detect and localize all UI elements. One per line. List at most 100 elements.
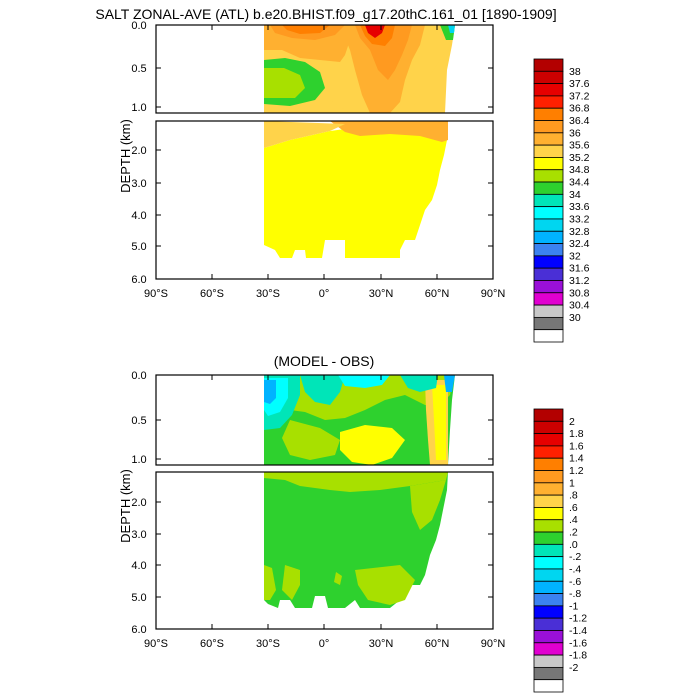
panel-1-xtick-label: 90°S (144, 288, 168, 300)
panel-1-ytick-label: 3.0 (131, 178, 146, 190)
colorbar-label: 38 (569, 66, 581, 78)
colorbar-swatch (533, 243, 564, 257)
colorbar-swatch (533, 408, 564, 422)
colorbar-swatch (533, 433, 564, 447)
colorbar-label: -.2 (569, 551, 581, 563)
colorbar-swatch (533, 531, 564, 545)
colorbar-label: 35.6 (569, 140, 590, 152)
colorbar-swatch (533, 568, 564, 582)
panel-2-xtick-marks (155, 375, 494, 629)
panel-1-colorbar: 3837.637.236.836.43635.635.234.834.43433… (533, 58, 590, 343)
panel-1-xtick-label: 30°S (256, 288, 280, 300)
panel-1-xtick-label: 0° (319, 288, 330, 300)
panel-1-ytick-marks (156, 24, 493, 280)
panel-2-xtick-label: 90°S (144, 638, 168, 650)
colorbar-swatch (533, 58, 564, 72)
colorbar-label: .4 (569, 514, 578, 526)
colorbar-label: -2 (569, 662, 578, 674)
colorbar-label: 36 (569, 127, 581, 139)
panel-2-ytick-label: 3.0 (131, 529, 146, 541)
colorbar-label: 36.8 (569, 103, 590, 115)
colorbar-swatch (533, 120, 564, 134)
panel-2-ytick-label: 1.0 (131, 454, 146, 466)
panel-1-y-axis-label: DEPTH (km) (118, 119, 133, 193)
panel-2-ytick-label: 0.5 (131, 415, 146, 427)
colorbar-label: -1 (569, 600, 578, 612)
panel-1-xtick-label: 60°S (200, 288, 224, 300)
colorbar-swatch (533, 83, 564, 97)
panel-1-xtick-label: 60°N (425, 288, 450, 300)
colorbar-label: 35.2 (569, 152, 590, 164)
panel-2-ytick-label: 6.0 (131, 624, 146, 636)
colorbar-swatch (533, 292, 564, 306)
colorbar-label: .0 (569, 539, 578, 551)
colorbar-swatch (533, 580, 564, 594)
colorbar-swatch (533, 280, 564, 294)
colorbar-swatch (533, 605, 564, 619)
colorbar-swatch (533, 556, 564, 570)
colorbar-swatch (533, 267, 564, 281)
colorbar-label: 32 (569, 250, 581, 262)
colorbar-label: 32.4 (569, 238, 590, 250)
colorbar-swatch (533, 144, 564, 158)
colorbar-label: 32.8 (569, 226, 590, 238)
colorbar-swatch (533, 255, 564, 269)
colorbar-swatch (533, 445, 564, 459)
panel-2-ytick-label: 0.0 (131, 370, 146, 382)
colorbar-swatch (533, 157, 564, 171)
colorbar-label: 30.4 (569, 300, 590, 312)
colorbar-label: 34 (569, 189, 581, 201)
colorbar-label: .6 (569, 502, 578, 514)
colorbar-swatch (533, 218, 564, 232)
colorbar-label: 2 (569, 416, 575, 428)
colorbar-swatch (533, 304, 564, 318)
panel-2-xtick-label: 90°N (481, 638, 506, 650)
panel-2-xtick-label: 60°S (200, 638, 224, 650)
panel-1-xtick-marks (155, 25, 494, 279)
colorbar-swatch (533, 494, 564, 508)
panel-2-ytick-label: 2.0 (131, 497, 146, 509)
colorbar-swatch (533, 630, 564, 644)
colorbar-label: -.8 (569, 588, 581, 600)
colorbar-label: -1.6 (569, 637, 587, 649)
colorbar-swatch (533, 329, 564, 343)
colorbar-label: 34.8 (569, 164, 590, 176)
colorbar-swatch (533, 617, 564, 631)
panel-1-ytick-label: 0.0 (131, 20, 146, 32)
colorbar-label: 33.6 (569, 201, 590, 213)
colorbar-swatch (533, 642, 564, 656)
colorbar-swatch (533, 666, 564, 681)
colorbar-label: -1.4 (569, 625, 587, 637)
colorbar-label: 1 (569, 477, 575, 489)
panel-1-ytick-label: 2.0 (131, 145, 146, 157)
panel-2-title: (MODEL - OBS) (274, 353, 375, 369)
panel-2-ytick-label: 4.0 (131, 560, 146, 572)
colorbar-label: 1.6 (569, 440, 584, 452)
panel-2-xtick-label: 0° (319, 638, 330, 650)
colorbar-swatch (533, 593, 564, 607)
colorbar-swatch (533, 193, 564, 208)
colorbar-swatch (533, 519, 564, 533)
colorbar-swatch (533, 482, 564, 496)
colorbar-swatch (533, 507, 564, 521)
colorbar-label: -.6 (569, 576, 581, 588)
panel-1-ytick-label: 6.0 (131, 274, 146, 286)
panel-1-top-field (264, 25, 455, 113)
colorbar-label: .8 (569, 490, 578, 502)
colorbar-swatch (533, 95, 564, 109)
colorbar-label: 31.2 (569, 275, 590, 287)
colorbar-swatch (533, 107, 564, 121)
colorbar-swatch (533, 206, 564, 220)
colorbar-label: 33.2 (569, 213, 590, 225)
colorbar-label: -1.2 (569, 613, 587, 625)
colorbar-label: 30.8 (569, 287, 590, 299)
colorbar-swatch (533, 679, 564, 693)
colorbar-label: 1.2 (569, 465, 584, 477)
colorbar-swatch (533, 70, 564, 85)
colorbar-label: 37.6 (569, 78, 590, 90)
panel-1-xtick-label: 90°N (481, 288, 506, 300)
panel-1-ytick-label: 4.0 (131, 210, 146, 222)
panel-1-bottom-field (264, 121, 448, 258)
colorbar-label: 1.8 (569, 428, 584, 440)
